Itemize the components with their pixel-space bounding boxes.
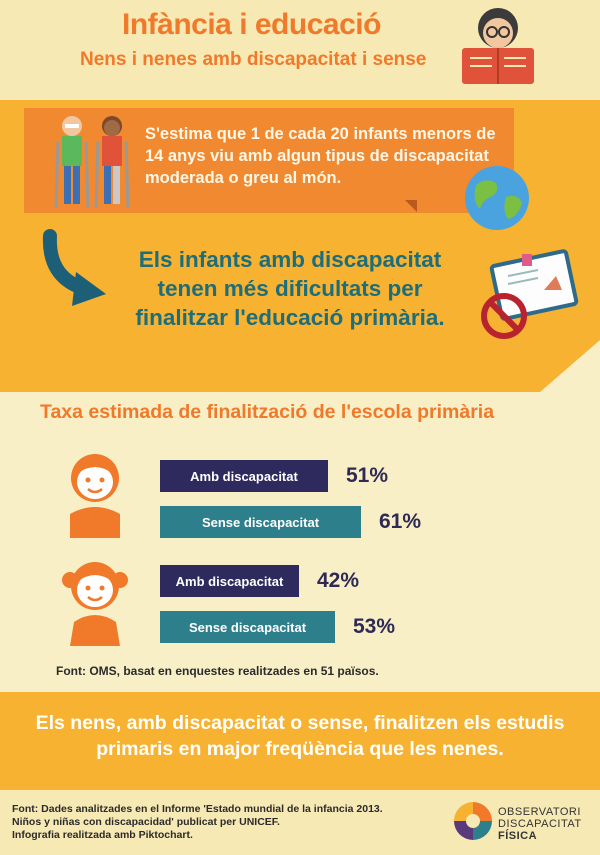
observatori-logo-text: OBSERVATORI DISCAPACITAT FÍSICA <box>498 806 582 842</box>
bar-sense-discapacitat: Sense discapacitat <box>160 506 361 538</box>
ribbon-fold <box>405 200 417 212</box>
chart-title: Taxa estimada de finalització de l'escol… <box>40 401 495 423</box>
boy-icon <box>70 454 120 538</box>
girl-icon <box>62 562 128 646</box>
footer-source-line: Niños y niñas con discapacidad' publicat… <box>12 816 280 828</box>
chart-section <box>0 392 600 692</box>
book-prohibited-icon <box>481 249 579 339</box>
page-subtitle: Nens i nenes amb discapacitat i sense <box>80 49 427 70</box>
logo-line: DISCAPACITAT <box>498 818 582 830</box>
bar-value-label: 42% <box>317 569 360 592</box>
bar-sense-discapacitat: Sense discapacitat <box>160 611 335 643</box>
bar-amb-discapacitat: Amb discapacitat <box>160 460 328 492</box>
reading-child-icon <box>462 8 534 84</box>
bar-amb-discapacitat: Amb discapacitat <box>160 565 299 597</box>
bar-value-label: 53% <box>353 615 396 638</box>
page-title: Infància i educació <box>122 8 381 41</box>
curved-arrow-icon <box>42 229 106 306</box>
conclusion-text: Els nens, amb discapacitat o sense, fina… <box>35 712 565 760</box>
children-crutches-icon <box>54 116 130 209</box>
intro-statement: S'estima que 1 de cada 20 infants menors… <box>145 125 496 187</box>
observatori-logo-icon <box>454 802 492 840</box>
bar-value-label: 51% <box>346 464 389 487</box>
footer-source-line: Font: Dades analitzades en el Informe 'E… <box>12 803 383 815</box>
conclusion-band <box>0 692 600 790</box>
footer-source: Font: Dades analitzades en el Informe 'E… <box>12 803 392 842</box>
chart-source: Font: OMS, basat en enquestes realitzade… <box>56 664 379 678</box>
logo-line: FÍSICA <box>498 830 538 842</box>
footer-source-line: Infografia realitzada amb Piktochart. <box>12 829 193 841</box>
bar-value-label: 61% <box>379 510 422 533</box>
band-corner <box>540 340 600 392</box>
highlight-text: Els infants amb discapacitat tenen més d… <box>135 247 445 330</box>
logo-line: OBSERVATORI <box>498 806 581 818</box>
footer <box>0 790 600 855</box>
globe-icon <box>465 166 529 230</box>
